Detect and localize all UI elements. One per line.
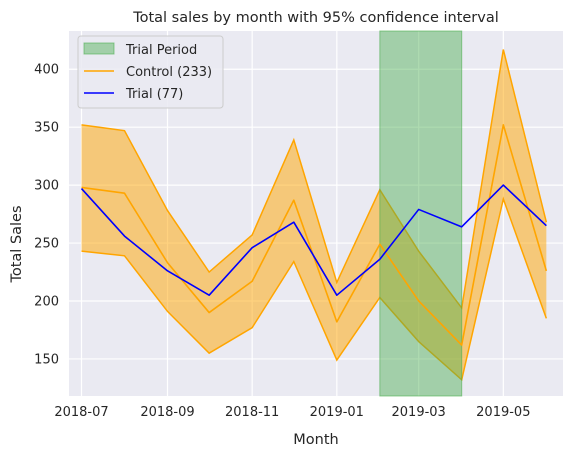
y-tick-label: 250 <box>34 237 59 252</box>
y-tick-label: 400 <box>34 63 59 78</box>
trial-period-highlight <box>379 30 463 397</box>
control-ci-area <box>81 49 547 380</box>
confidence-band <box>81 49 548 382</box>
y-tick-label: 300 <box>34 179 59 194</box>
control-line <box>81 124 548 346</box>
x-tick-label: 2018-09 <box>140 405 194 420</box>
x-axis-title: Month <box>293 432 338 448</box>
x-tick-label: 2018-11 <box>225 405 279 420</box>
series-lines <box>80 124 548 346</box>
legend-label-trial-period: Trial Period <box>125 43 197 58</box>
legend-swatch-trial-period <box>83 42 115 55</box>
y-tick-labels: 150 200 250 300 350 400 <box>34 63 59 368</box>
x-tick-label: 2019-01 <box>310 405 364 420</box>
chart-title: Total sales by month with 95% confidence… <box>132 10 499 26</box>
y-tick-label: 350 <box>34 121 59 136</box>
trial-period-span <box>379 30 463 397</box>
trial-line <box>80 184 547 296</box>
y-tick-label: 200 <box>34 294 59 309</box>
legend: Trial Period Control (233) Trial (77) <box>77 35 224 109</box>
legend-label-control: Control (233) <box>126 65 212 80</box>
x-tick-label: 2019-05 <box>476 405 530 420</box>
x-tick-label: 2018-07 <box>54 405 108 420</box>
legend-label-trial: Trial (77) <box>125 87 183 102</box>
x-tick-label: 2019-03 <box>392 405 446 420</box>
control-ci-lower-line <box>81 196 548 382</box>
y-axis-title: Total Sales <box>9 205 25 283</box>
y-tick-label: 150 <box>34 352 59 367</box>
control-ci-upper-line <box>81 49 548 310</box>
x-tick-labels: 2018-07 2018-09 2018-11 2019-01 2019-03 2019-… <box>54 405 530 420</box>
